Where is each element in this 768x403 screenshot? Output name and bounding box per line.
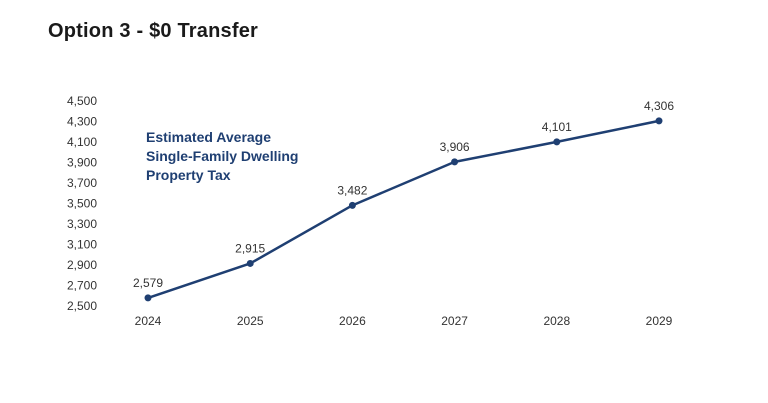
x-axis-labels: 2024 2025 2026 2027 2028 2029	[135, 314, 673, 328]
data-labels: 2,579 2,915 3,482 3,906 4,101 4,306	[133, 99, 674, 290]
annotation-line: Property Tax	[146, 167, 231, 183]
data-label: 4,101	[542, 120, 572, 134]
data-point	[655, 117, 663, 125]
data-label: 3,906	[440, 140, 470, 154]
data-label: 3,482	[337, 183, 367, 197]
y-tick-label: 2,500	[67, 299, 97, 313]
x-tick-label: 2024	[135, 314, 162, 328]
x-tick-label: 2029	[646, 314, 673, 328]
annotation-line: Estimated Average	[146, 129, 271, 145]
x-tick-label: 2025	[237, 314, 264, 328]
data-label: 2,915	[235, 241, 265, 255]
page-title: Option 3 - $0 Transfer	[48, 20, 259, 42]
y-tick-label: 3,100	[67, 238, 97, 252]
y-tick-label: 2,900	[67, 258, 97, 272]
y-tick-label: 3,500	[67, 197, 97, 211]
x-tick-label: 2027	[441, 314, 468, 328]
data-point	[348, 201, 356, 209]
data-point	[144, 294, 152, 302]
data-point	[246, 259, 254, 267]
chart-annotation: Estimated Average Single-Family Dwelling P…	[146, 129, 298, 183]
y-tick-label: 3,700	[67, 176, 97, 190]
y-axis-labels: 2,500 2,700 2,900 3,100 3,300 3,500 3,700 3,900…	[67, 94, 97, 313]
data-label: 4,306	[644, 99, 674, 113]
y-tick-label: 4,100	[67, 135, 97, 149]
x-tick-label: 2026	[339, 314, 366, 328]
series-line	[147, 119, 660, 300]
y-tick-label: 3,300	[67, 217, 97, 231]
y-tick-label: 2,700	[67, 279, 97, 293]
data-label: 2,579	[133, 276, 163, 290]
series-group	[144, 117, 663, 302]
annotation-line: Single-Family Dwelling	[146, 148, 298, 164]
y-tick-label: 4,500	[67, 94, 97, 108]
y-tick-label: 4,300	[67, 115, 97, 129]
x-tick-label: 2028	[543, 314, 570, 328]
data-point	[451, 158, 459, 166]
data-point	[553, 138, 561, 146]
y-tick-label: 3,900	[67, 156, 97, 170]
